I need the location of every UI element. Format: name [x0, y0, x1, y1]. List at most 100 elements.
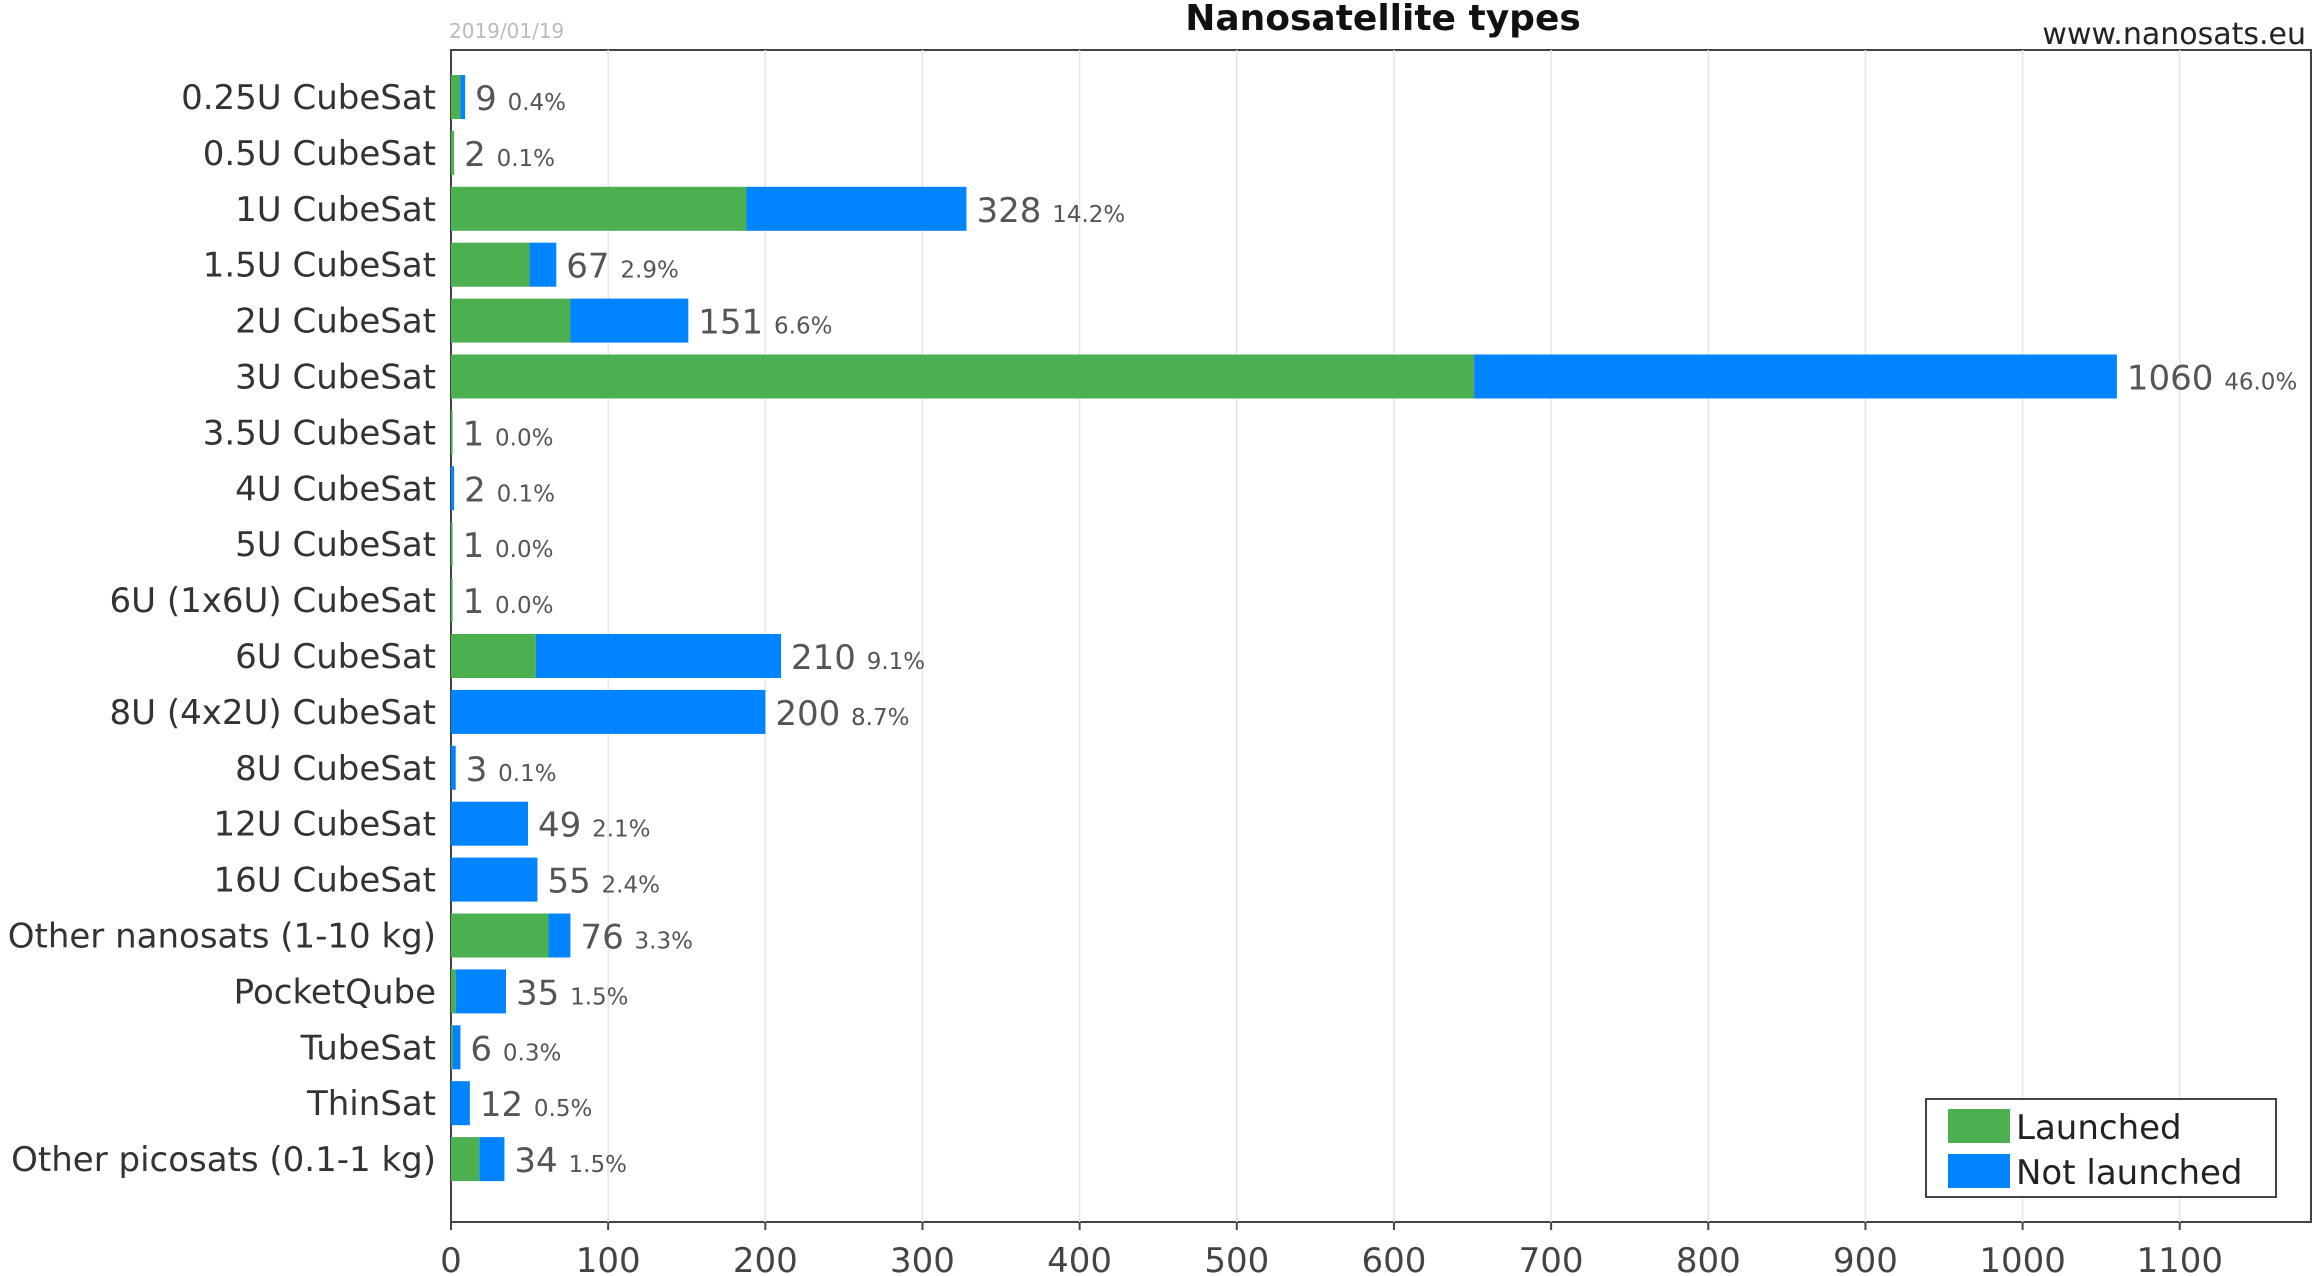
total-label: 9: [475, 79, 507, 119]
category-label: 5U CubeSat: [235, 525, 436, 565]
value-label: 49 2.1%: [538, 806, 651, 846]
value-label: 35 1.5%: [516, 973, 629, 1013]
bar-not-launched: [452, 1025, 461, 1070]
bar-launched: [451, 130, 455, 175]
bar-not-launched: [548, 913, 571, 958]
bar-launched: [451, 75, 461, 119]
category-label: Other nanosats (1-10 kg): [8, 917, 436, 957]
legend-label-launched: Launched: [2016, 1108, 2182, 1148]
category-label: 0.5U CubeSat: [203, 134, 436, 174]
category-label: ThinSat: [306, 1084, 436, 1124]
category-labels: 0.25U CubeSat 0.5U CubeSat 1U CubeSat 1.5U …: [8, 78, 436, 1180]
bar-not-launched: [529, 242, 557, 287]
bar-launched: [451, 242, 530, 287]
value-label: 6 0.3%: [470, 1029, 561, 1069]
tick-label: 500: [1204, 1241, 1269, 1276]
percent-label: 14.2%: [1052, 202, 1125, 228]
legend: Launched Not launched: [1925, 1098, 2277, 1198]
bar-not-launched: [451, 689, 766, 734]
value-label: 2 0.1%: [464, 470, 555, 510]
value-label: 1 0.0%: [463, 526, 554, 566]
percent-label: 0.1%: [498, 761, 556, 787]
total-label: 3: [466, 750, 498, 790]
percent-label: 0.1%: [497, 146, 555, 172]
tick-label: 400: [1047, 1241, 1112, 1276]
tick-label: 1000: [1979, 1241, 2066, 1276]
legend-label-not-launched: Not launched: [2016, 1153, 2243, 1193]
percent-label: 0.3%: [503, 1040, 561, 1066]
category-label: 6U (1x6U) CubeSat: [110, 581, 436, 621]
value-label: 1 0.0%: [463, 414, 554, 454]
tick-label: 1100: [2136, 1241, 2223, 1276]
bars-group: [451, 75, 2117, 1182]
legend-swatch-launched: [1948, 1109, 2010, 1143]
value-label: 67 2.9%: [566, 247, 679, 287]
category-label: 3.5U CubeSat: [203, 413, 436, 453]
total-label: 1: [463, 526, 495, 566]
website-label: www.nanosats.eu: [2042, 17, 2306, 52]
bar-launched: [451, 1025, 453, 1070]
value-labels: 9 0.4% 2 0.1% 328 14.2% 67 2.9% 151 6.6% 1060…: [463, 79, 2298, 1181]
category-label: 4U CubeSat: [235, 469, 436, 509]
total-label: 35: [516, 973, 570, 1013]
bar-launched: [451, 522, 453, 567]
bar-launched: [451, 634, 536, 678]
bar-not-launched: [460, 75, 466, 119]
total-label: 1: [463, 582, 495, 622]
bar-not-launched: [479, 1137, 505, 1182]
total-label: 2: [464, 470, 496, 510]
category-label: 1.5U CubeSat: [203, 246, 436, 286]
value-label: 328 14.2%: [976, 191, 1125, 231]
bar-not-launched: [451, 801, 529, 846]
percent-label: 0.4%: [508, 90, 566, 116]
bar-not-launched: [1474, 354, 2117, 399]
total-label: 6: [470, 1029, 502, 1069]
legend-swatch-not-launched: [1948, 1154, 2010, 1188]
percent-label: 2.1%: [592, 817, 650, 843]
percent-label: 0.0%: [495, 537, 553, 563]
total-label: 67: [566, 247, 620, 287]
category-label: PocketQube: [234, 972, 436, 1012]
total-label: 151: [698, 303, 774, 343]
bar-launched: [451, 1137, 480, 1182]
percent-label: 1.5%: [570, 984, 628, 1010]
chart-title: Nanosatellite types: [1185, 0, 1581, 39]
category-label: 8U (4x2U) CubeSat: [110, 693, 436, 733]
bar-not-launched: [535, 634, 782, 678]
value-label: 12 0.5%: [480, 1085, 593, 1125]
total-label: 1: [463, 414, 495, 454]
tick-label: 600: [1362, 1241, 1427, 1276]
bar-not-launched: [570, 298, 689, 343]
value-label: 1 0.0%: [463, 582, 554, 622]
percent-label: 2.4%: [602, 873, 660, 899]
value-label: 200 8.7%: [775, 694, 909, 734]
total-label: 210: [791, 638, 867, 678]
chart-date: 2019/01/19: [449, 19, 564, 43]
bar-launched: [451, 298, 571, 343]
percent-label: 3.3%: [635, 929, 693, 955]
bar-launched: [451, 186, 747, 231]
percent-label: 9.1%: [867, 649, 925, 675]
value-label: 151 6.6%: [698, 303, 832, 343]
total-label: 55: [547, 862, 601, 902]
category-label: 12U CubeSat: [214, 805, 437, 845]
value-label: 210 9.1%: [791, 638, 925, 678]
tick-label: 300: [890, 1241, 955, 1276]
value-label: 2 0.1%: [464, 135, 555, 175]
value-label: 76 3.3%: [580, 918, 693, 958]
bar-not-launched: [455, 969, 507, 1014]
percent-label: 6.6%: [774, 314, 832, 340]
category-label: 0.25U CubeSat: [181, 78, 436, 118]
total-label: 49: [538, 806, 592, 846]
bar-not-launched: [451, 857, 538, 902]
percent-label: 0.0%: [495, 425, 553, 451]
category-label: 3U CubeSat: [235, 358, 436, 398]
tick-label: 0: [440, 1241, 462, 1276]
value-label: 3 0.1%: [466, 750, 557, 790]
category-label: 2U CubeSat: [235, 302, 436, 342]
total-label: 1060: [2127, 359, 2224, 399]
bar-launched: [451, 410, 453, 455]
bar-not-launched: [451, 1081, 470, 1126]
bar-not-launched: [451, 745, 456, 790]
